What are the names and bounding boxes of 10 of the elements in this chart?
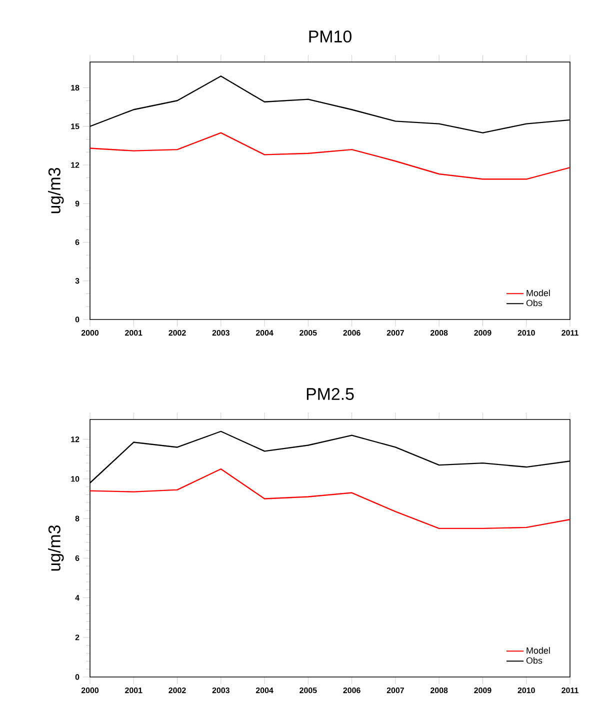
legend-label: Obs [526,300,542,306]
line-series [90,132,570,180]
legend-label: Obs [526,657,542,664]
y-axis-title: ug/m3 [48,168,64,214]
chart-title: PM2.5 [306,388,354,400]
legend-label: Model [526,647,550,654]
y-axis-title: ug/m3 [48,525,64,571]
chart-title: PM10 [309,30,352,42]
line-series [90,468,570,530]
legend-label: Model [526,290,550,296]
